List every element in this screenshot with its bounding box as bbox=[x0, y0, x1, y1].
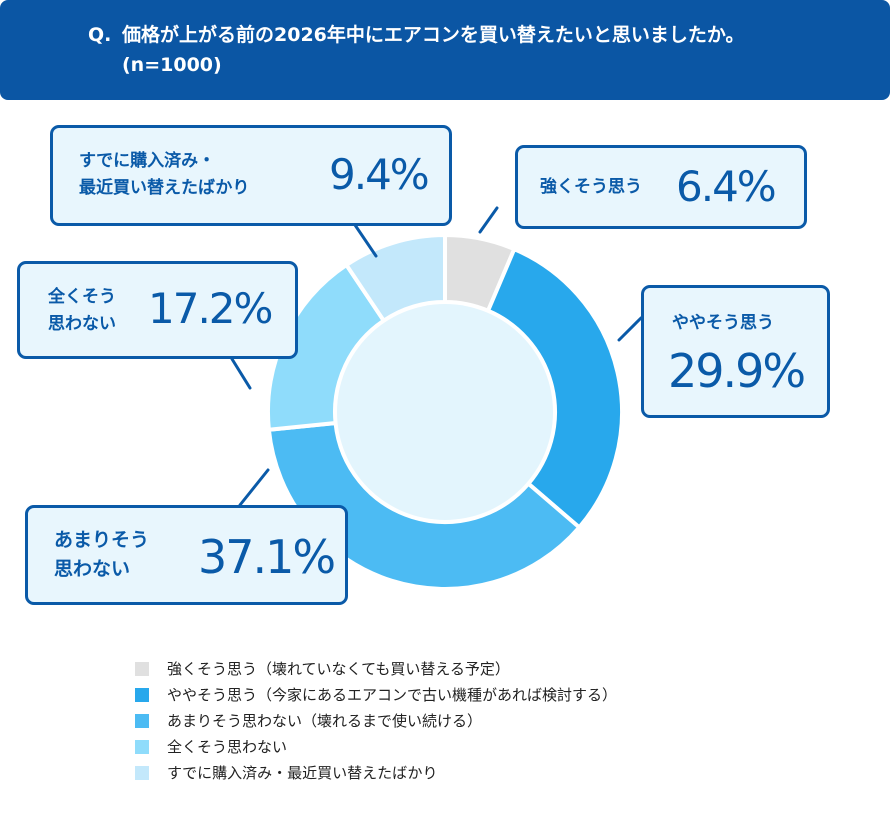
legend-label: すでに購入済み・最近買い替えたばかり bbox=[167, 764, 438, 782]
label-value: 6.4% bbox=[676, 162, 777, 211]
label-box-strongly-agree: 強くそう思う 6.4% bbox=[515, 145, 807, 229]
label-value: 29.9% bbox=[668, 344, 806, 398]
legend: 強くそう思う（壊れていなくても買い替える予定） ややそう思う（今家にあるエアコン… bbox=[135, 656, 617, 786]
legend-label: 全くそう思わない bbox=[167, 738, 288, 756]
question-header: Q. 価格が上がる前の2026年中にエアコンを買い替えたいと思いましたか。(n=… bbox=[0, 0, 890, 100]
donut-slice bbox=[485, 246, 624, 531]
label-value: 17.2% bbox=[148, 284, 273, 333]
legend-swatch bbox=[135, 687, 149, 702]
label-text: 全くそう 思わない bbox=[48, 287, 116, 334]
label-text: あまりそう 思わない bbox=[54, 529, 150, 580]
legend-swatch bbox=[135, 739, 149, 754]
callout-leader-line bbox=[478, 206, 499, 234]
legend-swatch bbox=[135, 713, 149, 728]
legend-swatch bbox=[135, 765, 149, 780]
callout-leader-line bbox=[238, 468, 270, 507]
label-box-somewhat-agree: ややそう思う 29.9% bbox=[641, 285, 830, 418]
label-text: 強くそう思う bbox=[540, 177, 642, 197]
legend-swatch bbox=[135, 661, 149, 676]
donut-hole bbox=[337, 304, 553, 520]
legend-item: 強くそう思う（壊れていなくても買い替える予定） bbox=[135, 656, 617, 681]
question-title: 価格が上がる前の2026年中にエアコンを買い替えたいと思いましたか。(n=100… bbox=[122, 24, 745, 76]
donut-slice bbox=[343, 232, 447, 324]
legend-item: すでに購入済み・最近買い替えたばかり bbox=[135, 760, 617, 785]
legend-item: ややそう思う（今家にあるエアコンで古い機種があれば検討する） bbox=[135, 682, 617, 707]
legend-label: あまりそう思わない（壊れるまで使い続ける） bbox=[167, 712, 483, 730]
callout-leader-line bbox=[353, 223, 378, 258]
legend-label: 強くそう思う（壊れていなくても買い替える予定） bbox=[167, 660, 510, 678]
label-box-somewhat-disagree: あまりそう 思わない 37.1% bbox=[25, 505, 348, 605]
callout-leader-line bbox=[617, 316, 643, 342]
label-text: ややそう思う bbox=[672, 313, 774, 333]
callout-leader-line bbox=[230, 357, 252, 390]
label-box-already-bought: すでに購入済み・ 最近買い替えたばかり 9.4% bbox=[50, 125, 452, 226]
question-prefix: Q. bbox=[88, 24, 112, 46]
legend-label: ややそう思う（今家にあるエアコンで古い機種があれば検討する） bbox=[167, 686, 618, 704]
label-value: 9.4% bbox=[329, 150, 430, 199]
label-value: 37.1% bbox=[198, 530, 336, 584]
label-text: すでに購入済み・ 最近買い替えたばかり bbox=[79, 151, 250, 198]
legend-item: あまりそう思わない（壊れるまで使い続ける） bbox=[135, 708, 617, 733]
label-box-strongly-disagree: 全くそう 思わない 17.2% bbox=[17, 261, 298, 359]
legend-item: 全くそう思わない bbox=[135, 734, 617, 759]
